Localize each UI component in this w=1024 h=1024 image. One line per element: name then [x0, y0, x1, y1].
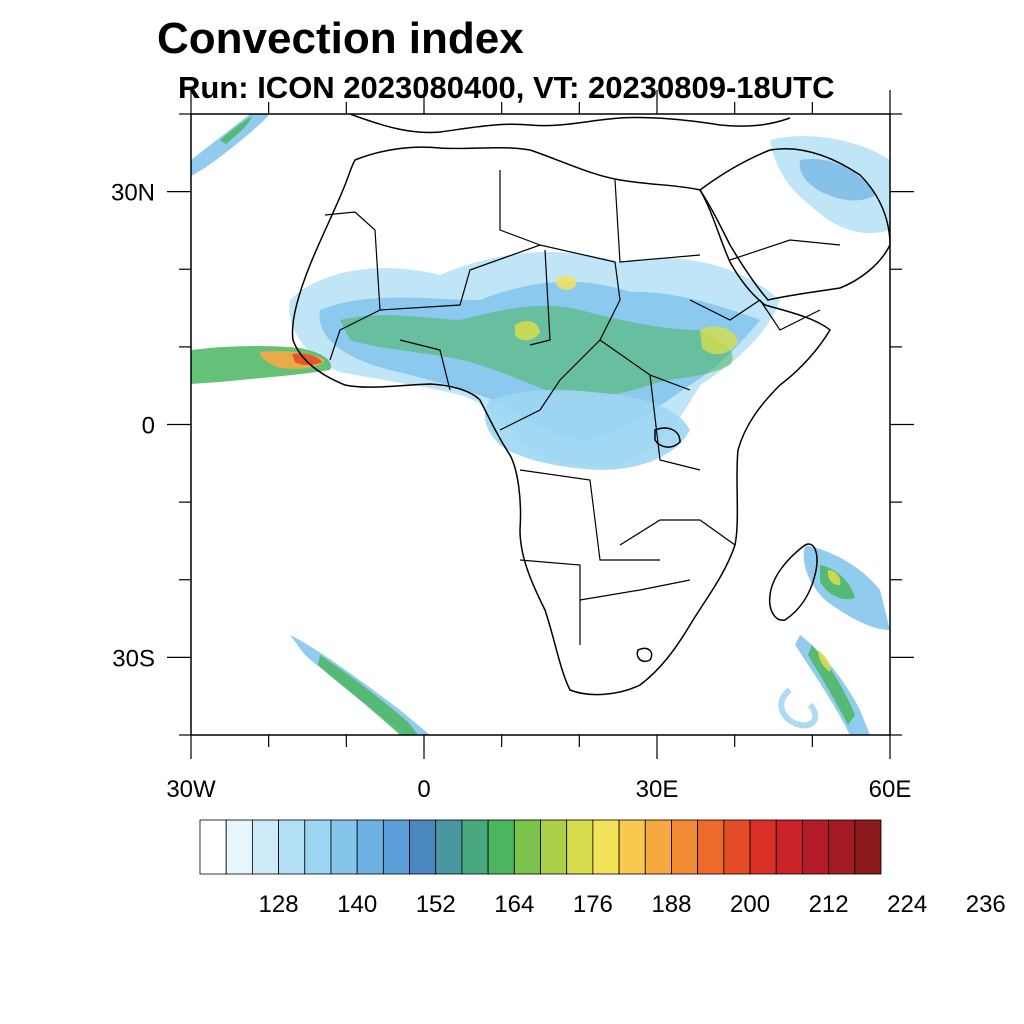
convection-area-se-band-core [808, 645, 855, 725]
border-line [529, 249, 551, 346]
border-line [324, 211, 621, 311]
convection-area-yellow-2 [700, 326, 738, 355]
europe-coastline [349, 114, 791, 134]
madagascar-coastline [768, 543, 818, 621]
y-tick-label: 30S [112, 645, 155, 672]
y-tick-label: 30N [111, 180, 155, 207]
border-line [499, 170, 541, 246]
convection-area-yellow-3 [555, 275, 577, 290]
country-borders [324, 170, 841, 645]
convection-area-nw-streak [191, 114, 270, 176]
border-line [759, 299, 821, 331]
lesotho-outline [636, 647, 653, 662]
border-line [614, 179, 701, 263]
x-tick-label: 0 [417, 776, 430, 803]
convection-area-se-band-yellow [818, 650, 831, 672]
border-line [649, 374, 701, 471]
border-line [499, 299, 621, 431]
convection-area-madagascar-yellow [827, 570, 841, 586]
chart-subtitle: Run: ICON 2023080400, VT: 20230809-18UTC [178, 70, 835, 105]
border-line [519, 559, 581, 645]
x-tick-label: 30E [636, 776, 679, 803]
border-line [329, 309, 381, 361]
convection-area-atlantic-plume-red [292, 353, 322, 365]
convection-area-south-front-core [318, 655, 418, 735]
axis-ticks [167, 90, 914, 759]
convection-area-se-swirl [778, 687, 819, 729]
convection-area-nw-streak-core [220, 116, 252, 144]
border-line [689, 299, 761, 321]
africa-coastline [291, 146, 831, 696]
coastlines [291, 114, 890, 696]
convection-field [191, 114, 890, 735]
axis-tick-labels: 30W 0 30E 60E 30N 0 30S [111, 180, 911, 803]
border-line [729, 239, 841, 261]
convection-area-arabia-core [799, 159, 875, 201]
border-line [619, 519, 736, 546]
x-tick-label: 30W [166, 776, 216, 803]
chart-title: Convection index [157, 14, 524, 63]
convection-area-yellow-1 [515, 320, 540, 341]
convection-area-congo [484, 390, 690, 470]
y-tick-label: 0 [142, 413, 155, 440]
border-line [519, 469, 660, 561]
border-line [579, 579, 691, 601]
border-line [399, 339, 451, 391]
convection-area-sahel-green [340, 305, 733, 397]
x-tick-label: 60E [869, 776, 912, 803]
arabia-coastline [698, 148, 890, 301]
